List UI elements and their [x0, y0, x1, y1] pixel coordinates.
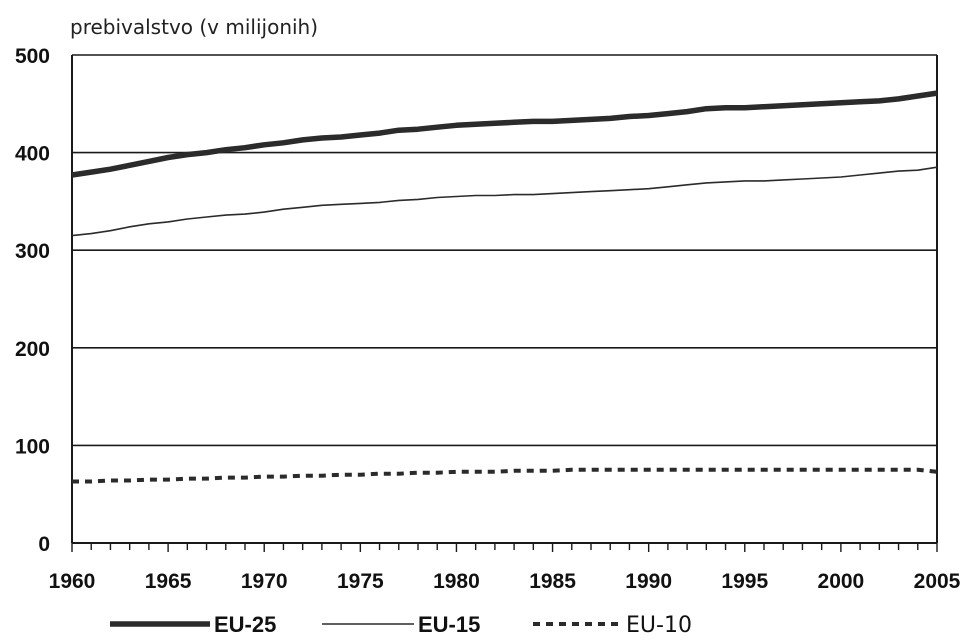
x-tick-label-1960: 1960 — [49, 570, 96, 593]
x-tick-label-1985: 1985 — [529, 570, 576, 593]
series-lines — [71, 90, 938, 484]
x-tick-label-1995: 1995 — [721, 570, 768, 593]
x-tick-label-1965: 1965 — [145, 570, 192, 593]
x-tick-label-1975: 1975 — [337, 570, 384, 593]
y-tick-label-100: 100 — [15, 435, 50, 458]
y-tick-label-300: 300 — [15, 240, 50, 263]
x-tick-label-2000: 2000 — [818, 570, 865, 593]
series-line-eu-15 — [71, 166, 938, 237]
y-tick-label-200: 200 — [15, 338, 50, 361]
legend-label-eu-15: EU-15 — [418, 612, 480, 637]
legend-label-eu-25: EU-25 — [214, 612, 276, 637]
x-tick-label-1970: 1970 — [241, 570, 288, 593]
series-line-eu-10 — [72, 467, 938, 484]
x-tick-label-2005: 2005 — [914, 570, 961, 593]
plot-frame — [71, 55, 938, 544]
x-tick-label-1980: 1980 — [433, 570, 480, 593]
legend: EU-25 EU-15 EU-10 — [110, 612, 692, 638]
y-tick-label-0: 0 — [38, 533, 50, 556]
y-axis-ticks: 0 100 200 300 400 500 — [15, 45, 50, 556]
legend-label-eu-10: EU-10 — [626, 613, 692, 638]
y-axis-label: prebivalstvo (v milijonih) — [70, 15, 318, 39]
gridlines — [72, 54, 937, 447]
y-tick-label-500: 500 — [15, 45, 50, 68]
series-line-eu-25 — [71, 90, 938, 178]
x-tick-label-1990: 1990 — [625, 570, 672, 593]
y-tick-label-400: 400 — [15, 143, 50, 166]
x-axis-ticks: 1960 1965 1970 1975 1980 1985 1990 1995 2000 2005 — [49, 543, 961, 593]
